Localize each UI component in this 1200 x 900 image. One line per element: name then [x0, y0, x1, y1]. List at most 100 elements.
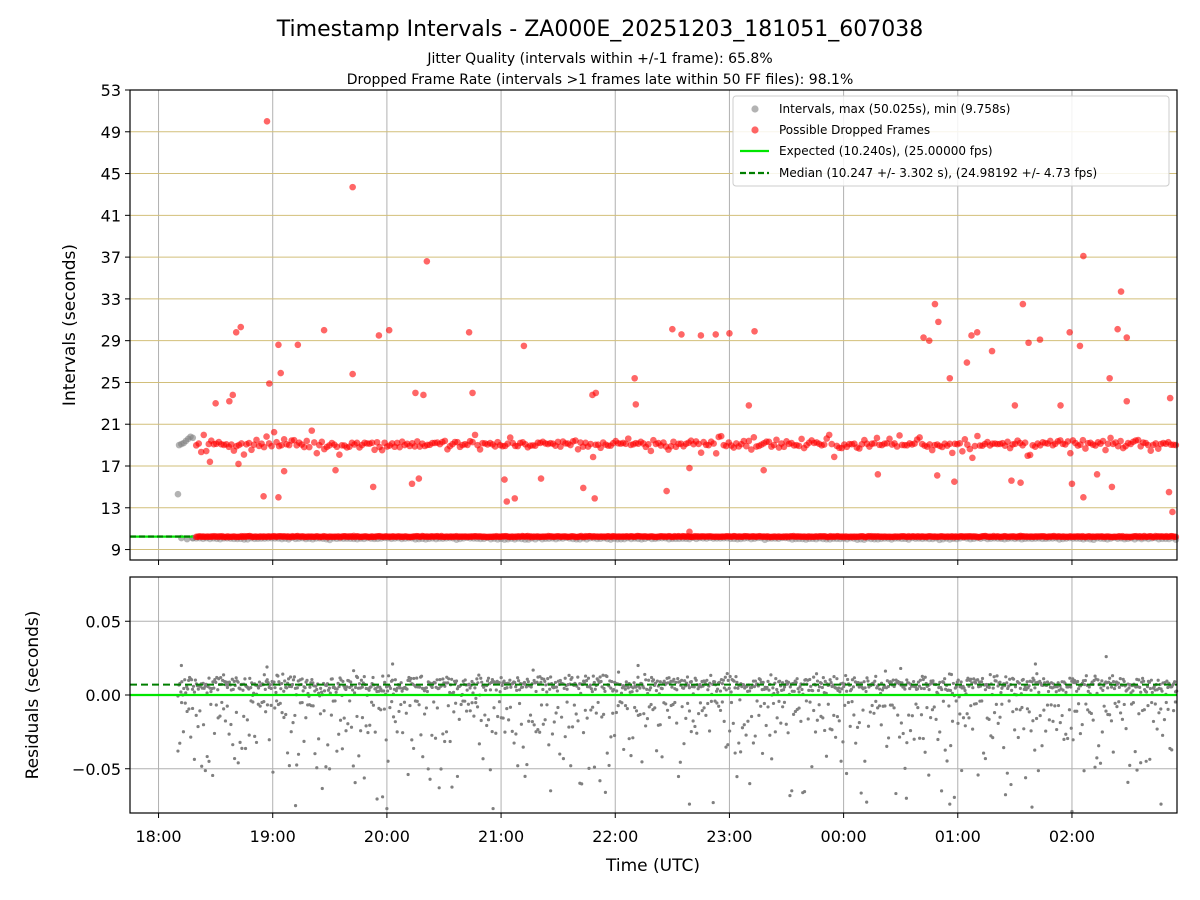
- dropped-frame-point: [710, 440, 717, 447]
- top-y-tick-label: 25: [101, 373, 121, 392]
- residual-point: [466, 702, 471, 706]
- residual-point: [903, 687, 907, 691]
- residual-point: [1049, 703, 1053, 707]
- residual-point: [484, 688, 488, 692]
- residual-point: [672, 677, 676, 681]
- residual-point: [561, 756, 566, 761]
- residual-point: [729, 700, 734, 705]
- dropped-frame-point: [1011, 402, 1019, 409]
- residual-point: [769, 673, 773, 677]
- residual-point: [549, 789, 553, 793]
- residual-point: [636, 663, 640, 668]
- residual-point: [322, 689, 327, 693]
- residual-point: [1040, 744, 1044, 748]
- residual-point: [1173, 680, 1177, 684]
- dropped-frame-point: [678, 331, 685, 338]
- residual-point: [905, 678, 909, 682]
- residual-point: [589, 708, 593, 712]
- residual-point: [816, 688, 821, 693]
- residual-point: [872, 711, 876, 715]
- residual-point: [684, 716, 688, 720]
- dropped-frame-point: [229, 391, 237, 399]
- dropped-frame-point: [765, 438, 773, 446]
- residual-point: [190, 706, 195, 711]
- dropped-frame-point: [469, 438, 476, 446]
- dropped-frame-point: [245, 439, 253, 447]
- dropped-frame-point: [1152, 440, 1160, 447]
- residual-point: [1139, 761, 1143, 765]
- residual-point: [535, 680, 539, 684]
- residual-point: [344, 729, 348, 733]
- residual-point: [1020, 705, 1024, 710]
- residual-point: [223, 719, 228, 723]
- residual-point: [1106, 686, 1110, 690]
- residual-point: [549, 675, 553, 679]
- residual-point: [846, 677, 850, 682]
- residual-point: [1060, 713, 1064, 718]
- dropped-frame-point: [712, 450, 720, 457]
- dropped-frame-point: [591, 495, 598, 502]
- residual-point: [976, 773, 980, 777]
- residual-point: [780, 681, 785, 685]
- residual-point: [1099, 686, 1103, 690]
- residual-point: [521, 745, 525, 749]
- residual-point: [1055, 685, 1059, 689]
- residual-point: [373, 730, 377, 734]
- residual-point: [670, 685, 674, 689]
- residual-point: [866, 724, 871, 728]
- residual-point: [393, 720, 397, 724]
- residual-point: [395, 730, 399, 734]
- residual-point: [919, 686, 923, 690]
- residual-point: [687, 709, 692, 713]
- residual-point: [1014, 707, 1019, 711]
- residual-point: [645, 687, 649, 691]
- dropped-frame-point: [820, 441, 828, 448]
- residual-point: [232, 679, 236, 684]
- residual-point: [477, 673, 481, 677]
- dropped-frame-point: [1026, 451, 1034, 459]
- residual-point: [870, 703, 874, 708]
- residual-point: [1000, 702, 1004, 706]
- residual-point: [718, 708, 723, 713]
- residual-point: [379, 708, 383, 712]
- residual-point: [890, 703, 894, 707]
- residual-point: [907, 713, 911, 717]
- residual-point: [383, 680, 387, 684]
- residual-point: [1100, 679, 1104, 683]
- dropped-frame-point: [1117, 437, 1124, 445]
- residual-point: [1142, 679, 1146, 683]
- residual-point: [878, 687, 882, 691]
- residual-point: [362, 675, 366, 679]
- residual-point: [782, 700, 787, 704]
- residual-point: [265, 703, 270, 707]
- residual-point: [491, 806, 495, 811]
- residual-point: [182, 686, 186, 691]
- residual-point: [1018, 708, 1022, 712]
- residual-point: [925, 706, 929, 710]
- residual-point: [1034, 716, 1039, 721]
- residual-point: [689, 730, 693, 734]
- dropped-frame-point: [1064, 438, 1072, 445]
- residual-point: [631, 686, 635, 690]
- residual-point: [948, 688, 953, 693]
- residual-point: [186, 687, 190, 691]
- residual-point: [452, 710, 456, 714]
- residual-point: [728, 729, 732, 733]
- residual-point: [724, 688, 728, 692]
- residual-point: [709, 673, 713, 677]
- residual-point: [412, 676, 416, 681]
- residual-point: [382, 707, 386, 711]
- x-tick-label: 21:00: [478, 827, 524, 846]
- residual-point: [273, 706, 277, 710]
- residual-point: [238, 740, 242, 744]
- residual-point: [770, 757, 774, 761]
- residual-point: [381, 674, 385, 678]
- dropped-frame-point: [1099, 437, 1107, 445]
- dropped-frame-point: [313, 449, 321, 457]
- residual-point: [850, 700, 854, 704]
- residual-point: [764, 723, 768, 728]
- residual-point: [517, 701, 522, 706]
- residual-point: [949, 672, 954, 677]
- residual-point: [281, 672, 285, 676]
- residual-point: [304, 716, 308, 720]
